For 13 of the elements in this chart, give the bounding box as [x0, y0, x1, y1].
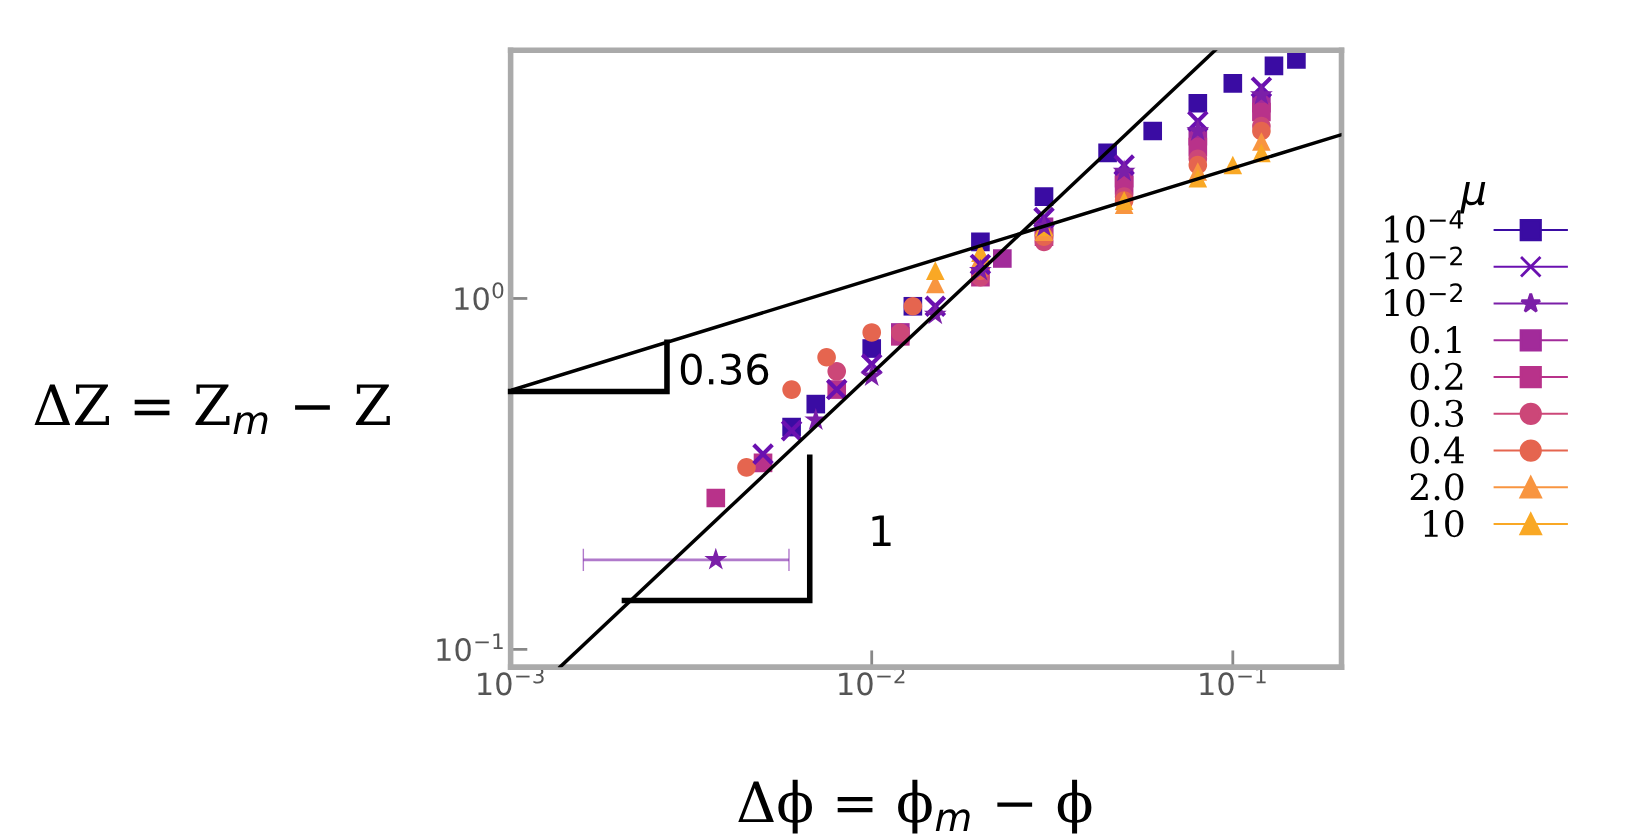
legend-label: 0.3	[1410, 399, 1464, 427]
annotation: 0.36	[680, 353, 769, 385]
y-tick-label: 10$^{0}$	[455, 282, 504, 311]
y-axis-title: ΔZ = Z$_{m}$ − Z	[34, 384, 390, 435]
legend-label: 10$^{−2}$	[1385, 283, 1462, 317]
legend-label: 0.4	[1410, 436, 1464, 464]
annotation: 1	[872, 515, 891, 546]
x-axis-title: Δϕ = ϕ$_{m}$ − ϕ	[738, 779, 1092, 834]
legend-label: 0.1	[1410, 326, 1461, 354]
legend-label: 0.2	[1410, 362, 1463, 391]
legend-label: 10$^{−2}$	[1385, 246, 1462, 280]
legend-label: 2.0	[1410, 473, 1464, 501]
legend-label: 10	[1424, 509, 1464, 538]
